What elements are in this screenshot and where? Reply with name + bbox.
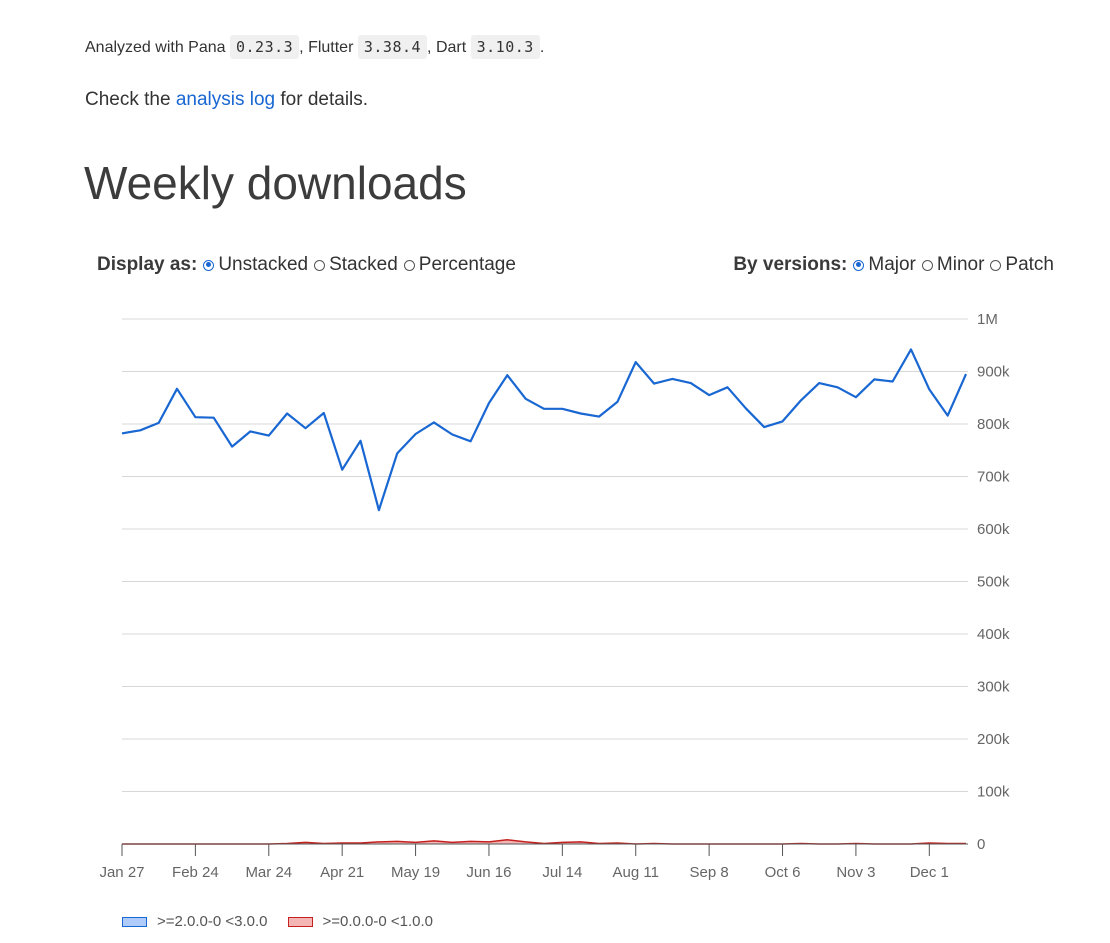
display-as-control: Display as: Unstacked Stacked Percentage — [97, 254, 516, 276]
display-as-label: Display as: — [97, 254, 198, 275]
y-tick-label: 300k — [977, 679, 1010, 696]
x-tick-label: Dec 1 — [910, 864, 949, 881]
y-tick-label: 200k — [977, 731, 1010, 748]
versions-minor-label: Minor — [936, 254, 985, 275]
series-line-major-0 — [122, 839, 966, 845]
dart-label: Dart — [435, 39, 467, 56]
y-tick-label: 900k — [977, 364, 1010, 381]
analysis-info: Analyzed with Pana 0.23.3, Flutter 3.38.… — [85, 35, 544, 59]
check-suffix: for details. — [280, 89, 369, 110]
radio-unselected-icon — [990, 259, 1002, 271]
display-unstacked-label: Unstacked — [218, 254, 309, 275]
analyzed-prefix: Analyzed with Pana — [85, 39, 226, 56]
versions-patch-label: Patch — [1005, 254, 1054, 275]
radio-selected-icon — [203, 259, 215, 271]
legend-swatch-major-2 — [122, 916, 147, 927]
dart-version: 3.10.3 — [470, 35, 540, 59]
x-tick-label: Jan 27 — [99, 864, 144, 881]
x-tick-label: Jul 14 — [542, 864, 582, 881]
versions-minor-radio[interactable]: Minor — [921, 254, 985, 276]
legend-item-major-2[interactable]: >=2.0.0-0 <3.0.0 — [122, 913, 268, 930]
y-tick-label: 1M — [977, 311, 998, 328]
legend-label-major-0: >=0.0.0-0 <1.0.0 — [322, 913, 434, 930]
radio-unselected-icon — [921, 259, 933, 271]
radio-selected-icon — [853, 259, 865, 271]
x-tick-label: Apr 21 — [320, 864, 364, 881]
versions-patch-radio[interactable]: Patch — [990, 254, 1054, 276]
radio-unselected-icon — [314, 259, 326, 271]
y-tick-label: 500k — [977, 574, 1010, 591]
display-percentage-label: Percentage — [418, 254, 516, 275]
weekly-downloads-title: Weekly downloads — [84, 157, 467, 209]
x-tick-label: Oct 6 — [765, 864, 801, 881]
flutter-label: Flutter — [308, 39, 354, 56]
y-tick-label: 0 — [977, 836, 985, 853]
radio-unselected-icon — [403, 259, 415, 271]
by-versions-control: By versions: Major Minor Patch — [733, 254, 1054, 276]
chart-legend: >=2.0.0-0 <3.0.0 >=0.0.0-0 <1.0.0 — [122, 913, 453, 930]
x-tick-label: Jun 16 — [466, 864, 511, 881]
check-prefix: Check the — [85, 89, 171, 110]
analysis-log-note: Check the analysis log for details. — [85, 89, 368, 111]
weekly-downloads-chart: 0 100k 200k 300k 400k 500k 600k 700k 800k 900k 1M J… — [99, 311, 1010, 881]
legend-swatch-major-0 — [287, 916, 313, 927]
pana-version: 0.23.3 — [229, 35, 300, 59]
y-tick-label: 800k — [977, 416, 1010, 433]
analysis-log-link[interactable]: analysis log — [175, 89, 276, 110]
y-tick-label: 700k — [977, 469, 1010, 486]
flutter-version: 3.38.4 — [357, 35, 428, 59]
display-stacked-label: Stacked — [329, 254, 398, 275]
legend-item-major-0[interactable]: >=0.0.0-0 <1.0.0 — [287, 913, 434, 930]
x-tick-label: Mar 24 — [245, 864, 292, 881]
versions-major-radio[interactable]: Major — [853, 254, 916, 276]
x-tick-label: Nov 3 — [836, 864, 875, 881]
x-tick-label: Sep 8 — [690, 864, 729, 881]
by-versions-label: By versions: — [733, 254, 848, 275]
y-tick-label: 400k — [977, 626, 1010, 643]
y-tick-label: 600k — [977, 521, 1010, 538]
y-tick-label: 100k — [977, 784, 1010, 801]
x-tick-label: May 19 — [391, 864, 440, 881]
display-stacked-radio[interactable]: Stacked — [314, 254, 398, 276]
x-tick-label: Aug 11 — [613, 864, 659, 881]
legend-label-major-2: >=2.0.0-0 <3.0.0 — [157, 913, 268, 930]
x-tick-label: Feb 24 — [172, 864, 219, 881]
display-unstacked-radio[interactable]: Unstacked — [203, 254, 308, 276]
versions-major-label: Major — [868, 254, 916, 275]
series-line-major-2 — [121, 348, 968, 512]
display-percentage-radio[interactable]: Percentage — [403, 254, 516, 276]
